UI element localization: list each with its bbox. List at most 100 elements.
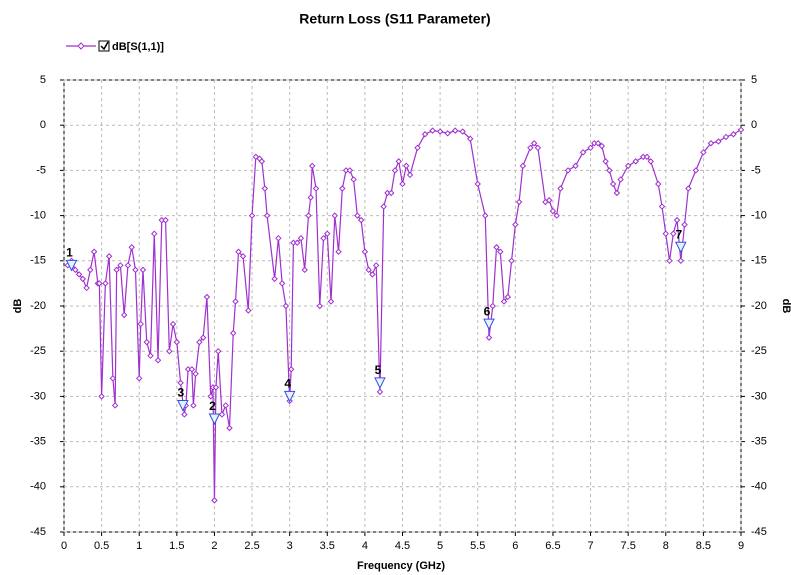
data-point bbox=[301, 266, 308, 274]
data-point bbox=[181, 411, 188, 418]
data-point bbox=[534, 144, 542, 152]
y-tick-label: -30 bbox=[30, 390, 46, 402]
data-point bbox=[105, 253, 113, 260]
data-point bbox=[232, 298, 239, 305]
data-point bbox=[466, 135, 474, 142]
data-point bbox=[154, 357, 162, 364]
marker-label: 2 bbox=[209, 399, 216, 413]
data-point bbox=[670, 230, 677, 237]
x-tick-label: 1 bbox=[136, 540, 142, 552]
data-point bbox=[169, 320, 177, 328]
data-point bbox=[692, 167, 700, 174]
data-point bbox=[673, 216, 681, 224]
marker-triangle bbox=[65, 259, 78, 272]
data-point bbox=[451, 127, 459, 134]
data-point bbox=[485, 334, 493, 341]
data-point bbox=[730, 131, 737, 138]
data-point bbox=[199, 334, 207, 341]
x-axis-label: Frequency (GHz) bbox=[357, 560, 445, 572]
y-tick-label: 5 bbox=[40, 74, 46, 86]
marker-label: 3 bbox=[178, 386, 185, 400]
data-point bbox=[316, 302, 323, 310]
data-point bbox=[666, 257, 673, 265]
data-point bbox=[606, 167, 613, 174]
x-tick-label: 5.5 bbox=[470, 540, 485, 552]
data-point bbox=[372, 262, 380, 269]
x-tick-label: 7 bbox=[587, 540, 593, 552]
data-point bbox=[235, 248, 242, 255]
data-point bbox=[128, 244, 135, 251]
data-point bbox=[655, 180, 662, 188]
marker-label: 6 bbox=[484, 304, 491, 318]
data-point bbox=[572, 162, 579, 170]
data-point bbox=[211, 497, 218, 504]
marker-label: 7 bbox=[675, 227, 682, 241]
y-axis-label: dB bbox=[12, 299, 24, 314]
marker-triangle bbox=[675, 241, 687, 254]
data-point bbox=[136, 375, 143, 382]
data-point bbox=[324, 230, 331, 237]
data-point bbox=[617, 176, 624, 183]
legend-checkbox[interactable] bbox=[98, 40, 110, 52]
data-point bbox=[482, 212, 489, 219]
y-tick-label: -5 bbox=[36, 164, 46, 176]
data-point bbox=[700, 149, 707, 156]
data-point bbox=[500, 298, 508, 305]
data-point bbox=[647, 158, 654, 165]
marker-label: 4 bbox=[284, 377, 291, 391]
y2-tick-label: -15 bbox=[751, 255, 767, 267]
data-point bbox=[166, 347, 173, 355]
x-tick-label: 2 bbox=[211, 540, 217, 552]
data-point bbox=[263, 212, 271, 219]
data-point bbox=[598, 142, 606, 150]
data-point bbox=[429, 127, 436, 134]
x-tick-label: 1.5 bbox=[169, 540, 184, 552]
chart-title: Return Loss (S11 Parameter) bbox=[299, 11, 490, 27]
x-tick-label: 2.5 bbox=[244, 540, 259, 552]
data-point bbox=[388, 189, 395, 197]
data-point bbox=[207, 393, 214, 400]
data-point bbox=[226, 424, 233, 432]
data-point bbox=[192, 370, 199, 378]
x-tick-label: 0.5 bbox=[94, 540, 109, 552]
data-point bbox=[75, 271, 83, 278]
data-point bbox=[643, 153, 651, 161]
data-point bbox=[188, 366, 196, 373]
y2-tick-label: -5 bbox=[751, 164, 761, 176]
data-point bbox=[222, 402, 229, 409]
marker-triangle bbox=[374, 377, 386, 389]
data-point bbox=[602, 158, 609, 165]
data-point bbox=[203, 293, 211, 301]
data-point bbox=[120, 311, 128, 319]
data-point bbox=[248, 212, 256, 219]
x-tick-label: 3.5 bbox=[320, 540, 335, 552]
data-point bbox=[305, 212, 312, 219]
y2-tick-label: -35 bbox=[751, 436, 767, 448]
y-tick-label: -25 bbox=[30, 345, 46, 357]
data-point bbox=[261, 185, 269, 192]
x-tick-label: 4.5 bbox=[395, 540, 410, 552]
marker-label: 5 bbox=[375, 363, 382, 377]
data-point bbox=[530, 140, 538, 147]
data-point bbox=[594, 140, 602, 147]
data-point bbox=[309, 162, 316, 170]
y2-tick-label: -40 bbox=[751, 481, 767, 493]
marker-triangle bbox=[208, 413, 221, 426]
data-point bbox=[320, 234, 327, 242]
data-point bbox=[239, 253, 247, 260]
data-point bbox=[406, 171, 414, 179]
data-point bbox=[307, 194, 314, 201]
data-point bbox=[632, 158, 639, 165]
x-tick-label: 0 bbox=[61, 540, 67, 552]
data-point bbox=[162, 216, 169, 224]
data-point bbox=[87, 266, 94, 274]
data-point bbox=[444, 130, 451, 137]
data-point bbox=[508, 257, 515, 265]
y2-tick-label: 0 bbox=[751, 119, 757, 131]
data-point bbox=[609, 180, 617, 188]
data-point bbox=[109, 375, 117, 382]
data-point bbox=[331, 212, 339, 219]
y2-tick-label: -20 bbox=[751, 300, 767, 312]
data-point bbox=[346, 167, 354, 174]
legend-symbol bbox=[77, 42, 85, 50]
